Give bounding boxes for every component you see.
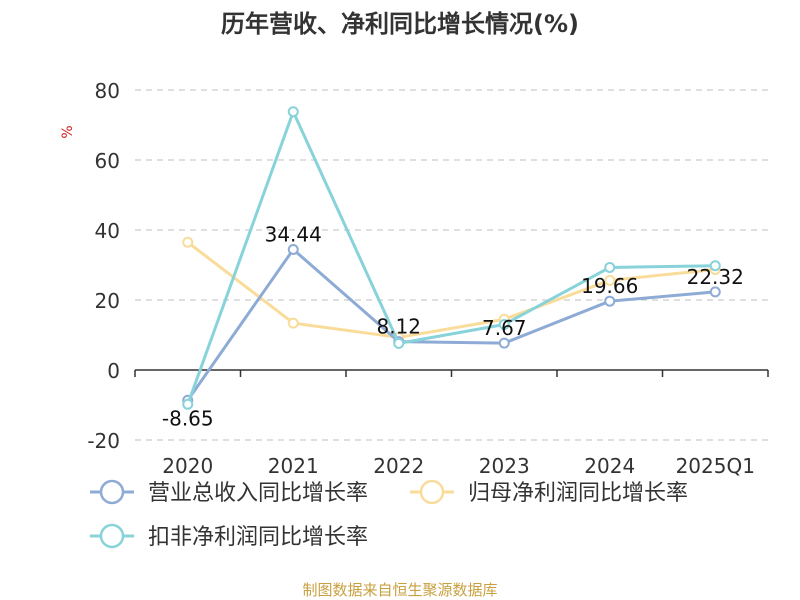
y-axis-ticks: 80 60 40 20 0 -20 [87,79,120,453]
y-tick-label: 40 [95,219,120,243]
legend-label: 营业总收入同比增长率 [148,481,368,506]
y-tick-label: -20 [87,429,120,453]
legend-item: 营业总收入同比增长率 [90,479,368,506]
series-point [287,243,299,255]
source-note: 制图数据来自恒生聚源数据库 [302,581,497,599]
data-label: 22.32 [687,265,744,289]
series-line [186,241,716,339]
series-point [709,260,721,272]
data-label: 34.44 [265,222,322,246]
series-lines [182,106,721,410]
data-labels: -8.65 34.44 8.12 7.67 19.66 22.32 [162,222,744,430]
y-tick-label: 80 [95,79,120,103]
y-tick-label: 60 [95,149,120,173]
chart-title: 历年营收、净利同比增长情况(%) [221,10,579,38]
data-label: 8.12 [376,315,421,339]
data-label: 7.67 [482,316,527,340]
legend-swatch-marker [419,479,445,505]
legend-label: 扣非净利润同比增长率 [148,525,368,550]
series-point [182,236,194,248]
series-point [287,106,299,118]
series-point [498,319,510,330]
data-label: -8.65 [162,406,214,430]
y-tick-label: 20 [95,289,120,313]
x-tick-label: 2020 [162,454,213,478]
series-point [604,274,616,286]
series-point [182,398,194,410]
series-point [498,337,510,349]
legend-swatch-marker [99,523,125,549]
y-axis-unit-label: % [60,125,76,138]
legend-item: 归母净利润同比增长率 [410,479,688,506]
legend-label: 归母净利润同比增长率 [468,481,688,506]
series-point [709,286,721,298]
y-tick-label: 0 [107,359,120,383]
data-label: 19.66 [581,274,638,298]
series-1 [182,243,721,406]
series-point [604,261,616,273]
series-line [186,110,716,405]
series-point [287,317,299,329]
x-tick-label: 2024 [584,454,635,478]
x-tick-label: 2021 [268,454,319,478]
series-point [604,295,616,307]
legend-swatch-marker [99,479,125,505]
series-line [186,247,716,402]
x-tick-label: 2022 [373,454,424,478]
x-axis: 2020 2021 2022 2023 2024 2025Q1 [134,369,769,478]
legend-item: 扣非净利润同比增长率 [90,523,368,550]
x-tick-label: 2025Q1 [676,454,755,478]
series-3 [182,106,721,410]
x-tick-label: 2023 [479,454,530,478]
series-point [393,337,405,349]
